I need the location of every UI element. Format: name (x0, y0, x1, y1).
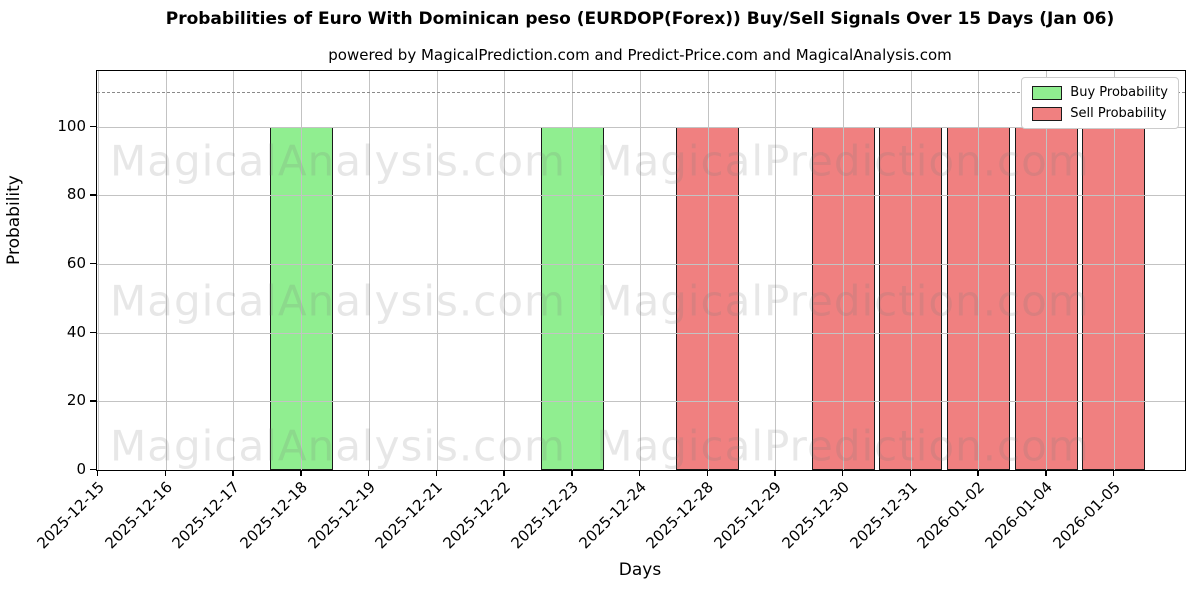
watermark-text: MagicalPrediction.com (596, 276, 1090, 326)
watermark-text: MagicalAnalysis.com (110, 276, 566, 326)
x-tick-mark (97, 470, 99, 476)
legend-label-sell: Sell Probability (1070, 106, 1167, 121)
x-tick-label-text: 2025-12-17 (168, 478, 244, 553)
x-tick-mark (909, 470, 912, 476)
x-tick-mark (638, 470, 641, 476)
x-tick-label-text: 2025-12-29 (710, 478, 786, 553)
vertical-gridline (1046, 71, 1048, 470)
x-axis-label: Days (618, 560, 662, 580)
x-tick-mark (164, 470, 167, 476)
x-tick-mark (232, 470, 234, 476)
chart-subtitle: powered by MagicalPrediction.com and Pre… (328, 46, 952, 64)
watermark-text: MagicalAnalysis.com (110, 136, 566, 186)
x-tick-label-text: 2025-12-22 (439, 478, 515, 553)
watermark-text: MagicalAnalysis.com (110, 421, 566, 471)
sell-probability-swatch (1032, 106, 1063, 121)
y-tick-mark (90, 400, 96, 402)
vertical-gridline (436, 71, 438, 470)
legend-label-buy: Buy Probability (1070, 85, 1168, 100)
y-tick-label: 80 (66, 185, 86, 204)
y-tick-label: 20 (66, 391, 86, 410)
x-tick-label-text: 2026-01-04 (981, 478, 1056, 553)
x-tick-mark (1045, 470, 1047, 476)
horizontal-gridline (97, 126, 1185, 128)
chart-title: Probabilities of Euro With Dominican pes… (165, 9, 1115, 29)
x-tick-mark (367, 470, 370, 476)
vertical-gridline (707, 71, 709, 470)
vertical-gridline (572, 71, 574, 470)
y-tick-mark (90, 331, 96, 334)
vertical-gridline (775, 71, 777, 470)
x-tick-mark (977, 470, 979, 476)
horizontal-gridline (97, 263, 1185, 265)
vertical-gridline (978, 71, 980, 470)
x-tick-label-text: 2026-01-05 (1049, 478, 1124, 553)
vertical-gridline (368, 71, 370, 470)
legend-item-sell: Sell Probability (1032, 106, 1168, 121)
x-tick-label-text: 2025-12-24 (575, 478, 650, 553)
x-tick-mark (842, 470, 844, 476)
horizontal-gridline (97, 332, 1185, 334)
vertical-gridline (1113, 71, 1115, 470)
dashed-threshold-line (97, 92, 1185, 94)
x-tick-label-text: 2025-12-28 (642, 478, 718, 553)
vertical-gridline (301, 71, 303, 470)
x-tick-label-text: 2025-12-18 (236, 478, 311, 553)
vertical-gridline (910, 71, 912, 470)
x-tick-label-text: 2025-12-15 (33, 478, 108, 553)
x-tick-mark (1112, 470, 1115, 476)
x-tick-label-text: 2026-01-02 (913, 478, 989, 553)
x-tick-label-text: 2025-12-19 (304, 478, 379, 553)
horizontal-gridline (97, 401, 1185, 403)
y-tick-mark (90, 125, 96, 128)
x-tick-mark (706, 470, 708, 476)
plot-area: Buy Probability Sell Probability Magical… (96, 70, 1186, 471)
y-tick-mark (90, 194, 96, 196)
legend-item-buy: Buy Probability (1032, 85, 1168, 100)
y-tick-mark (90, 469, 96, 471)
watermark-text: MagicalPrediction.com (596, 421, 1090, 471)
y-tick-label: 0 (76, 460, 86, 478)
x-tick-mark (774, 470, 776, 476)
vertical-gridline (639, 71, 641, 470)
vertical-gridline (165, 71, 167, 470)
y-tick-label: 60 (66, 253, 86, 272)
x-tick-label-text: 2025-12-30 (778, 478, 853, 553)
watermark-text: MagicalPrediction.com (596, 136, 1090, 186)
x-tick-mark (571, 470, 573, 476)
legend: Buy Probability Sell Probability (1021, 77, 1179, 129)
y-tick-label: 100 (57, 116, 86, 135)
x-tick-label-text: 2025-12-31 (846, 478, 921, 553)
x-tick-label-text: 2025-12-23 (507, 478, 582, 553)
x-tick-mark (435, 470, 438, 476)
x-tick-mark (300, 470, 302, 476)
vertical-gridline (843, 71, 845, 470)
vertical-gridline (98, 71, 99, 470)
vertical-gridline (233, 71, 235, 470)
y-tick-mark (90, 262, 96, 265)
y-tick-label: 40 (66, 322, 86, 341)
x-tick-label-text: 2025-12-16 (101, 478, 176, 553)
buy-probability-swatch (1032, 85, 1063, 100)
x-tick-mark (503, 470, 505, 476)
horizontal-gridline (97, 195, 1185, 197)
vertical-gridline (504, 71, 506, 470)
x-tick-label-text: 2025-12-21 (371, 478, 447, 553)
